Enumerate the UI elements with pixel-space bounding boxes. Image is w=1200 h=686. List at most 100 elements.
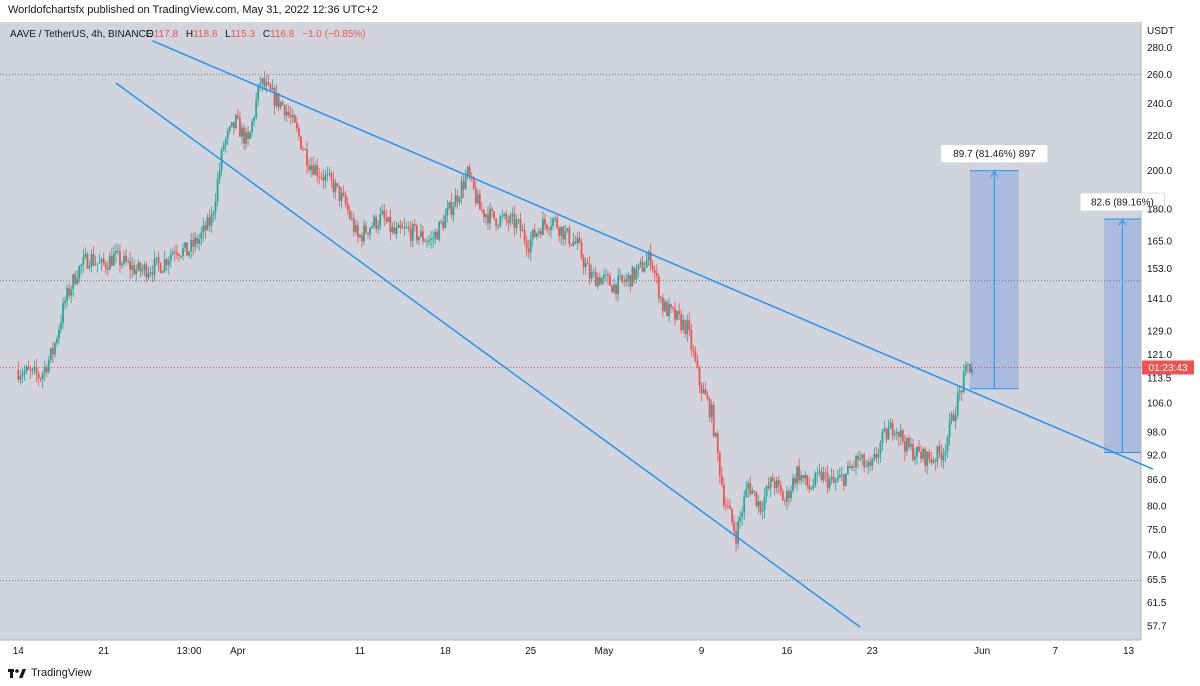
candle-body — [436, 232, 438, 240]
candle-body — [636, 269, 638, 279]
candle-body — [428, 240, 430, 242]
candle-body — [589, 264, 591, 278]
candle-body — [548, 229, 550, 230]
candle-body — [627, 275, 629, 279]
candle-body — [322, 178, 324, 181]
candle-body — [105, 263, 107, 268]
time-axis-background — [0, 640, 1141, 662]
candle-body — [19, 376, 21, 379]
time-tick-label: 18 — [440, 646, 452, 657]
candle-body — [875, 454, 877, 458]
candle-body — [939, 446, 941, 452]
candle-body — [662, 297, 664, 311]
candle-body — [507, 220, 509, 223]
candle-body — [884, 429, 886, 431]
candle-body — [629, 275, 631, 287]
candle-body — [475, 189, 477, 204]
time-tick-label: 13 — [1123, 646, 1135, 657]
brand-name: TradingView — [31, 667, 92, 679]
candlestick-chart[interactable]: USDT 89.7 (81.46%) 897 82.6 (89.16%) 280.… — [0, 22, 1200, 662]
candle-body — [554, 218, 556, 219]
candle-body — [784, 501, 786, 502]
candle-body — [613, 284, 615, 292]
tradingview-brand[interactable]: TradingView — [8, 667, 92, 679]
candle-body — [918, 447, 920, 452]
candle-body — [896, 432, 898, 434]
candle-body — [953, 414, 955, 421]
candle-body — [91, 254, 93, 266]
candle-body — [843, 475, 845, 486]
candle-body — [186, 243, 188, 256]
candle-body — [532, 230, 534, 240]
candle-body — [902, 430, 904, 441]
candle-body — [398, 225, 400, 228]
candle-body — [259, 83, 261, 84]
candle-body — [855, 456, 857, 467]
candle-body — [113, 253, 115, 265]
candle-body — [396, 228, 398, 234]
candle-body — [928, 452, 930, 459]
candle-body — [835, 481, 837, 482]
measure-label: 89.7 (81.46%) 897 — [953, 149, 1036, 160]
candle-body — [89, 266, 91, 268]
candle-body — [924, 449, 926, 466]
candle-body — [762, 510, 764, 512]
candle-body — [249, 132, 251, 139]
candle-body — [200, 233, 202, 239]
candle-body — [743, 497, 745, 513]
candle-body — [141, 269, 143, 271]
candle-body — [46, 367, 48, 372]
candle-body — [30, 369, 32, 370]
candle-body — [302, 149, 304, 150]
candle-body — [440, 222, 442, 223]
candle-body — [227, 131, 229, 139]
price-tick-label: 70.0 — [1147, 550, 1167, 561]
candle-body — [833, 477, 835, 482]
candle-body — [406, 227, 408, 228]
candle-body — [375, 217, 377, 229]
candle-body — [642, 262, 644, 272]
candle-body — [455, 195, 457, 207]
candle-body — [70, 289, 72, 295]
candle-body — [518, 220, 520, 221]
time-tick-label: 14 — [13, 646, 25, 657]
candle-body — [509, 216, 511, 224]
candle-body — [80, 265, 82, 267]
candle-body — [819, 471, 821, 472]
candle-body — [56, 339, 58, 343]
candle-body — [690, 330, 692, 350]
candle-body — [333, 180, 335, 192]
candle-body — [178, 255, 180, 256]
candle-body — [318, 176, 320, 177]
candle-body — [251, 121, 253, 132]
candle-body — [607, 274, 609, 276]
candle-body — [869, 462, 871, 466]
candle-body — [231, 122, 233, 126]
candle-body — [32, 369, 34, 371]
candle-body — [479, 194, 481, 209]
candle-body — [379, 214, 381, 226]
candle-body — [129, 261, 131, 270]
price-tick-label: 200.0 — [1147, 166, 1172, 177]
candle-body — [595, 272, 597, 286]
publish-header: Worldofchartsfx published on TradingView… — [0, 0, 1200, 22]
candle-body — [825, 472, 827, 473]
candle-body — [682, 320, 684, 330]
candle-body — [133, 265, 135, 274]
candle-body — [329, 173, 331, 174]
candle-body — [434, 232, 436, 239]
candle-body — [495, 218, 497, 226]
candle-body — [111, 256, 113, 266]
candle-body — [900, 430, 902, 437]
candle-body — [550, 226, 552, 230]
candle-body — [306, 149, 308, 166]
candle-body — [597, 277, 599, 286]
candle-body — [239, 118, 241, 137]
chart-area[interactable]: USDT 89.7 (81.46%) 897 82.6 (89.16%) 280.… — [0, 22, 1200, 662]
candle-body — [123, 256, 125, 264]
candle-body — [198, 239, 200, 244]
candle-body — [512, 214, 514, 216]
price-tick-label: 61.5 — [1147, 598, 1167, 609]
candle-body — [174, 252, 176, 253]
candle-body — [469, 167, 471, 176]
